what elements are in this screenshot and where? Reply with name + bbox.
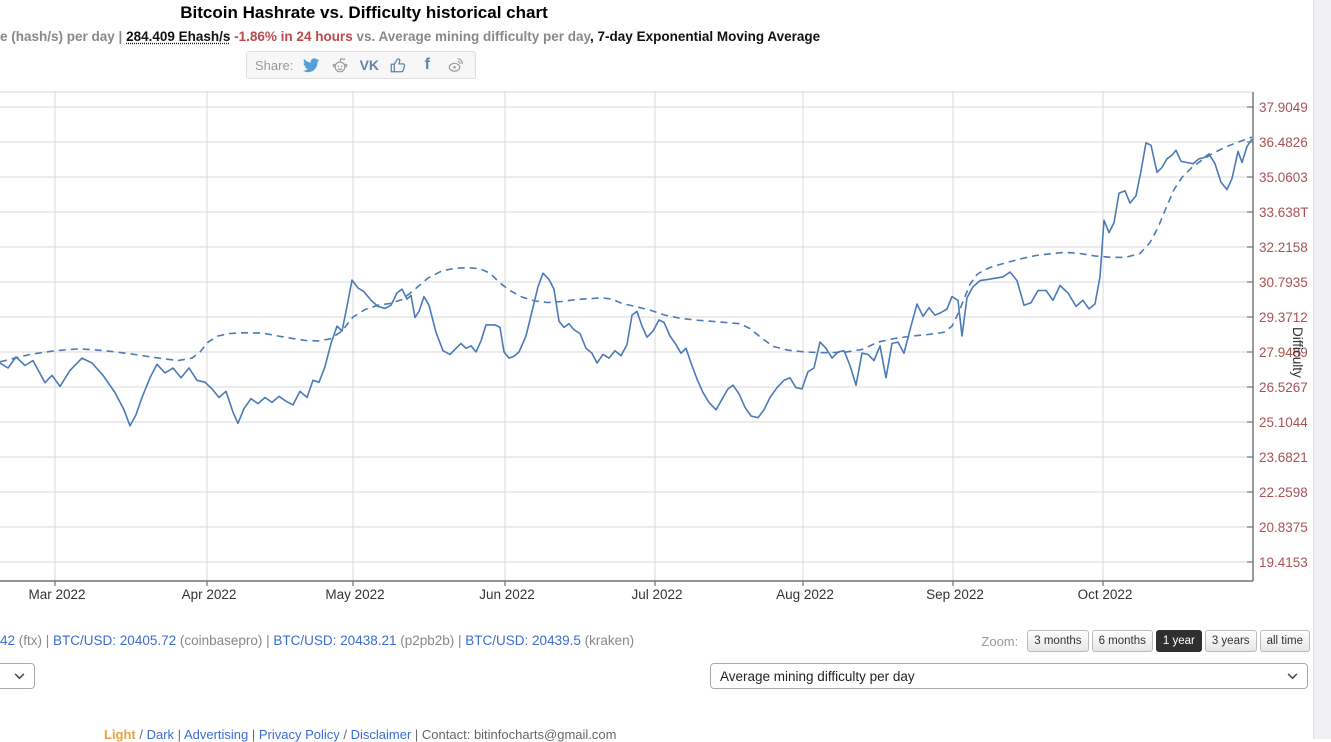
- ticker-price-link[interactable]: BTC/USD: 20405.72: [53, 633, 176, 648]
- y-axis-tick-label: 30.7935: [1259, 275, 1308, 290]
- x-axis-tick-label: Sep 2022: [926, 587, 984, 602]
- y-axis-tick-label: 26.5267: [1259, 380, 1308, 395]
- ticker-exchange-label: (kraken): [581, 633, 634, 648]
- footer-link-dark[interactable]: Dark: [147, 727, 174, 742]
- share-label: Share:: [255, 58, 293, 73]
- subtitle-hashrate-label: e (hash/s) per day: [0, 29, 115, 44]
- ticker-exchange-label: (p2pb2b) |: [396, 633, 465, 648]
- x-axis-tick-label: Oct 2022: [1078, 587, 1133, 602]
- chart-subtitle: e (hash/s) per day | 284.409 Ehash/s -1.…: [0, 29, 820, 44]
- y-axis-tick-label: 33.638T: [1259, 205, 1309, 220]
- x-axis-tick-label: Aug 2022: [776, 587, 834, 602]
- x-axis-tick-label: Apr 2022: [182, 587, 237, 602]
- footer-text: |: [248, 727, 259, 742]
- footer-link-light[interactable]: Light: [104, 727, 136, 742]
- share-bar: Share: VK f: [246, 51, 476, 79]
- y-axis-tick-label: 22.2598: [1259, 485, 1308, 500]
- y-axis-tick-label: 19.4153: [1259, 555, 1308, 570]
- footer-link-privacy-policy[interactable]: Privacy Policy: [259, 727, 340, 742]
- footer-text: | Contact: bitinfocharts@gmail.com: [411, 727, 616, 742]
- scrollbar[interactable]: [1313, 0, 1331, 739]
- y-axis-tick-label: 20.8375: [1259, 520, 1308, 535]
- hashrate-metric-select[interactable]: [0, 663, 35, 689]
- facebook-icon[interactable]: f: [416, 55, 438, 75]
- ticker-exchange-label: (coinbasepro) |: [176, 633, 273, 648]
- difficulty-line: [0, 137, 1252, 362]
- zoom-range-button-3-years[interactable]: 3 years: [1205, 630, 1257, 652]
- y-axis-tick-label: 29.3712: [1259, 310, 1308, 325]
- zoom-range-button-1-year[interactable]: 1 year: [1156, 630, 1202, 652]
- y-axis-tick-label: 23.6821: [1259, 450, 1308, 465]
- zoom-range-button-all-time[interactable]: all time: [1260, 630, 1310, 652]
- subtitle-difficulty-label: Average mining difficulty per day: [378, 29, 590, 44]
- weibo-icon[interactable]: [445, 55, 467, 75]
- x-axis-tick-label: Mar 2022: [28, 587, 85, 602]
- ticker-price-link[interactable]: 42: [0, 633, 15, 648]
- price-ticker: 42 (ftx) | BTC/USD: 20405.72 (coinbasepr…: [0, 633, 634, 648]
- zoom-label: Zoom:: [981, 634, 1018, 649]
- y-axis-tick-label: 36.4826: [1259, 135, 1308, 150]
- x-axis-tick-label: May 2022: [325, 587, 384, 602]
- ticker-exchange-label: (ftx) |: [15, 633, 53, 648]
- zoom-controls: Zoom: 3 months 6 months 1 year 3 years all t…: [981, 630, 1310, 652]
- zoom-range-button-3-months[interactable]: 3 months: [1027, 630, 1088, 652]
- footer-links: Light / Dark | Advertising | Privacy Pol…: [104, 727, 616, 742]
- ticker-price-link[interactable]: BTC/USD: 20439.5: [465, 633, 581, 648]
- x-axis-tick-label: Jul 2022: [631, 587, 682, 602]
- y-axis-tick-label: 35.0603: [1259, 170, 1308, 185]
- subtitle-hashrate-value: 284.409 Ehash/s: [126, 29, 230, 44]
- zoom-range-button-6-months[interactable]: 6 months: [1092, 630, 1153, 652]
- page-title: Bitcoin Hashrate vs. Difficulty historic…: [0, 3, 728, 23]
- chevron-down-icon: [1287, 673, 1298, 680]
- vk-icon[interactable]: VK: [358, 55, 380, 75]
- x-axis-tick-label: Jun 2022: [479, 587, 535, 602]
- ticker-price-link[interactable]: BTC/USD: 20438.21: [273, 633, 396, 648]
- twitter-icon[interactable]: [300, 55, 322, 75]
- footer-text: |: [174, 727, 184, 742]
- footer-link-advertising[interactable]: Advertising: [184, 727, 248, 742]
- footer-text: /: [136, 727, 147, 742]
- y-axis-tick-label: 32.2158: [1259, 240, 1308, 255]
- subtitle-change-24h: -1.86% in 24 hours: [230, 29, 352, 44]
- chevron-down-icon: [14, 673, 25, 680]
- subtitle-comma: ,: [590, 29, 598, 44]
- footer-text: /: [340, 727, 351, 742]
- subtitle-ema-label: 7-day Exponential Moving Average: [598, 29, 821, 44]
- chart-plot[interactable]: 37.9049 36.4826 35.0603 33.638T 32.2158 30.79…: [0, 0, 1331, 739]
- difficulty-metric-select-value: Average mining difficulty per day: [720, 669, 915, 684]
- like-icon[interactable]: [387, 55, 409, 75]
- y-axis-title: Difficulty: [1290, 327, 1305, 378]
- difficulty-metric-select[interactable]: Average mining difficulty per day: [710, 663, 1308, 689]
- subtitle-vs: vs.: [353, 29, 379, 44]
- reddit-icon[interactable]: [329, 55, 351, 75]
- footer-link-disclaimer[interactable]: Disclaimer: [351, 727, 412, 742]
- y-axis-tick-label: 25.1044: [1259, 415, 1308, 430]
- y-axis-tick-label: 37.9049: [1259, 100, 1308, 115]
- subtitle-separator: |: [115, 29, 126, 44]
